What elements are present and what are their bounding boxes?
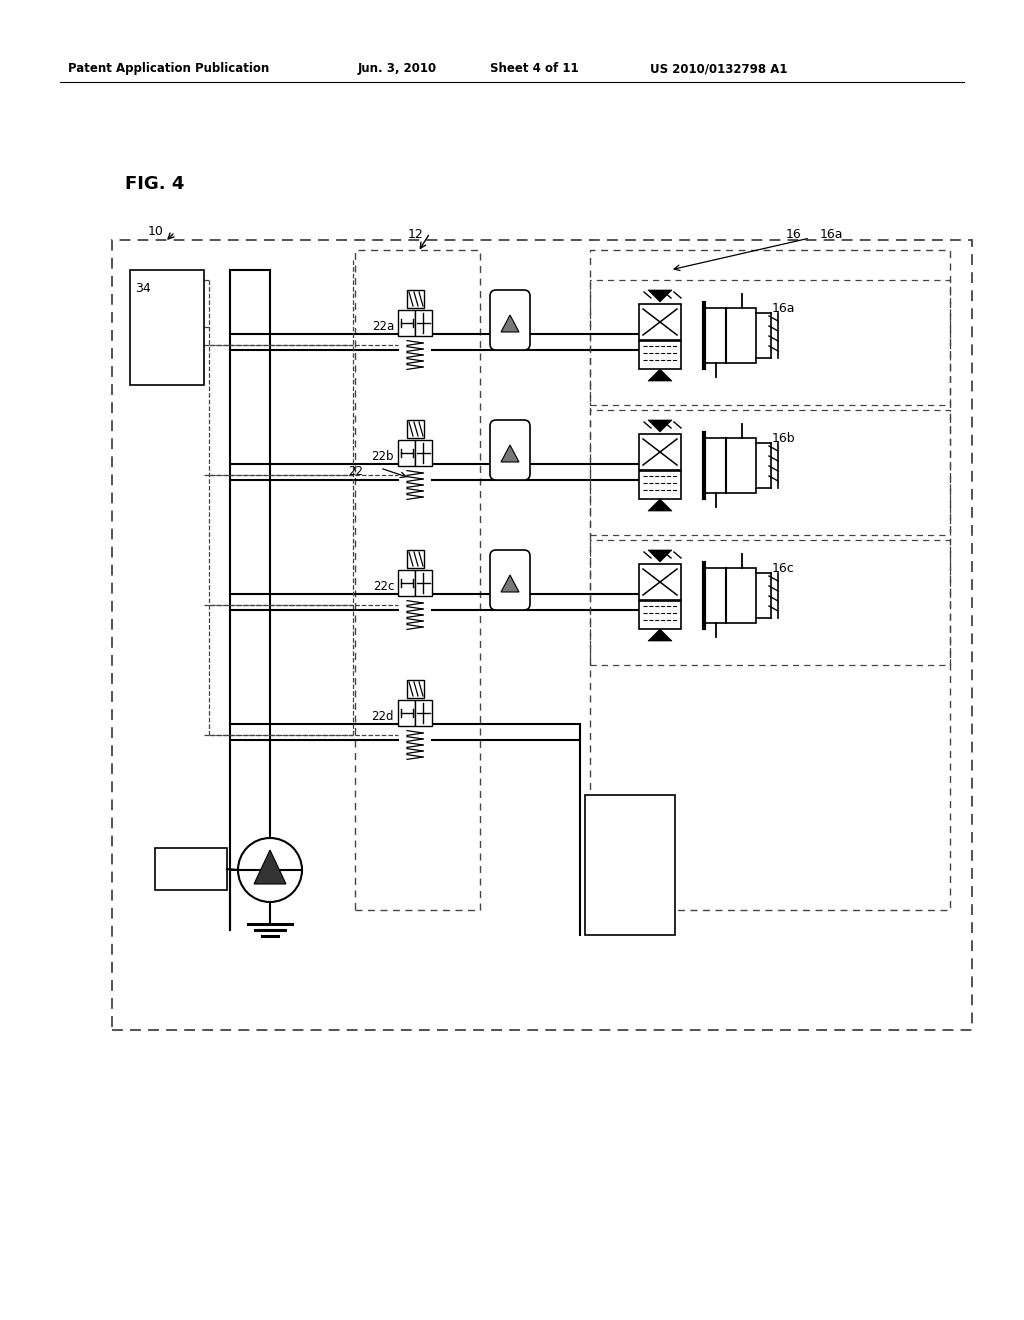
Bar [585, 795, 675, 935]
Bar [705, 568, 756, 623]
Bar [639, 564, 681, 601]
Bar [415, 700, 432, 726]
Text: 22d: 22d [372, 710, 394, 723]
Text: 22: 22 [348, 465, 362, 478]
Text: Sheet 4 of 11: Sheet 4 of 11 [490, 62, 579, 75]
Bar [639, 304, 681, 341]
Text: FIG. 4: FIG. 4 [125, 176, 184, 193]
Bar [639, 601, 681, 630]
Text: US 2010/0132798 A1: US 2010/0132798 A1 [650, 62, 787, 75]
Polygon shape [648, 370, 672, 381]
Text: 10: 10 [148, 224, 164, 238]
Text: 34: 34 [135, 282, 151, 294]
Text: 16: 16 [786, 228, 802, 242]
Polygon shape [648, 550, 672, 562]
Bar [590, 249, 950, 909]
Polygon shape [648, 290, 672, 302]
Bar [639, 471, 681, 499]
Bar [355, 249, 480, 909]
Bar [590, 280, 950, 405]
Bar [639, 341, 681, 370]
Bar [407, 290, 424, 308]
Text: 16a: 16a [820, 228, 844, 242]
Bar [415, 310, 432, 337]
Bar [705, 438, 756, 492]
FancyBboxPatch shape [490, 420, 530, 480]
Bar [398, 440, 415, 466]
Text: 22b: 22b [372, 450, 394, 463]
Polygon shape [501, 315, 519, 333]
Text: Patent Application Publication: Patent Application Publication [68, 62, 269, 75]
Bar [590, 540, 950, 665]
FancyBboxPatch shape [490, 290, 530, 350]
Bar [398, 700, 415, 726]
Bar [407, 550, 424, 568]
Text: 16b: 16b [772, 432, 796, 445]
Bar [398, 570, 415, 597]
Bar [407, 680, 424, 698]
Bar [130, 271, 204, 385]
Polygon shape [648, 630, 672, 642]
Text: 16a: 16a [772, 302, 796, 315]
Bar [112, 240, 972, 1030]
Text: 22c: 22c [373, 581, 394, 594]
Polygon shape [648, 499, 672, 511]
FancyBboxPatch shape [490, 550, 530, 610]
Bar [590, 411, 950, 535]
Polygon shape [501, 445, 519, 462]
Bar [398, 310, 415, 337]
Polygon shape [501, 576, 519, 591]
Bar [415, 570, 432, 597]
Bar [705, 308, 756, 363]
Polygon shape [254, 850, 286, 884]
Bar [407, 420, 424, 438]
Text: Jun. 3, 2010: Jun. 3, 2010 [358, 62, 437, 75]
Bar [415, 440, 432, 466]
Bar [155, 847, 227, 890]
Text: 16c: 16c [772, 562, 795, 576]
Text: 12: 12 [408, 228, 424, 242]
Bar [639, 434, 681, 470]
Polygon shape [648, 420, 672, 432]
Text: 22a: 22a [372, 321, 394, 334]
